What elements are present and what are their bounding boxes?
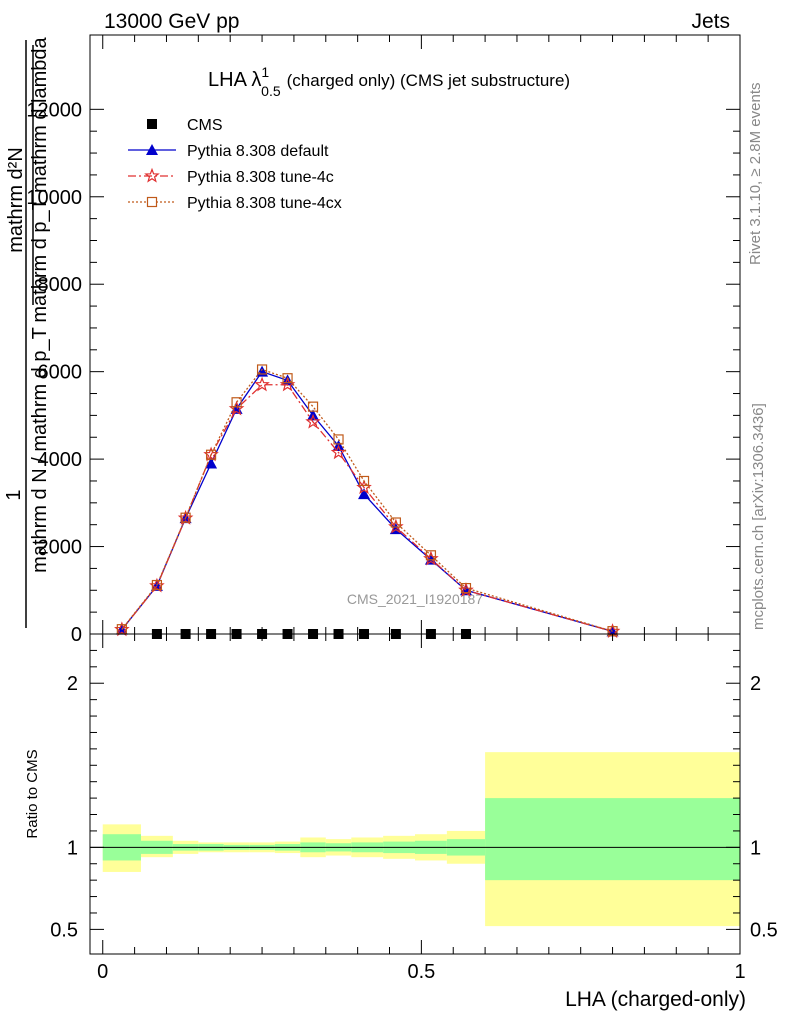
- data-point-default: [205, 457, 218, 469]
- rivet-label: Rivet 3.1.10, ≥ 2.8M events: [747, 83, 764, 266]
- y-axis-label: 1 mathrm d²N mathrm d p_T mathrm d lambd…: [3, 36, 51, 628]
- ratio-panel: 0.5 0.51 12 2 0 0.5 1 Ratio to CMS LHA (charg…: [24, 633, 778, 1011]
- data-point-tune4c: [254, 376, 270, 392]
- ylabel-mid: mathrm d p_T mathrm d lambda: [29, 36, 51, 322]
- legend-label-tune4c: Pythia 8.308 tune-4c: [187, 169, 334, 186]
- title-sub: 0.5: [261, 83, 281, 99]
- ratio-y-tick-label-right: 0.5: [750, 919, 778, 941]
- y-tick-label: 2000: [38, 537, 83, 559]
- x-tick-label: 0.5: [407, 961, 435, 983]
- data-point-tune4cx: [256, 364, 268, 375]
- header-left: 13000 GeV pp: [104, 10, 239, 33]
- ratio-frame: [89, 633, 741, 955]
- data-point-tune4cx: [425, 550, 437, 561]
- title-rest: (charged only) (CMS jet substructure): [287, 71, 570, 90]
- data-point-tune4cx: [180, 512, 191, 523]
- ratio-y-tick-label: 0.5: [50, 919, 78, 941]
- legend-label-cms: CMS: [187, 117, 223, 134]
- y-tick-label: 8000: [38, 274, 83, 296]
- legend-marker-tune4cx: [146, 196, 158, 208]
- legend-marker-cms: [147, 119, 157, 129]
- mcplots-label: mcplots.cern.ch [arXiv:1306.3436]: [750, 403, 767, 630]
- data-point-tune4c: [305, 413, 321, 429]
- ratio-y-tick-label: 2: [67, 673, 78, 695]
- title-sup: 1: [261, 64, 269, 80]
- series-line: [121, 368, 613, 632]
- watermark: CMS_2021_I1920187: [347, 591, 483, 607]
- header-right: Jets: [691, 10, 730, 33]
- data-point-tune4cx: [231, 397, 242, 408]
- legend: CMS Pythia 8.308 default Pythia 8.308 tu…: [128, 117, 342, 212]
- ylabel-top: mathrm d²N: [5, 147, 27, 253]
- data-point-tune4cx: [151, 579, 163, 591]
- data-point-tune4cx: [390, 517, 401, 528]
- ylabel-bottom: mathrm d N / mathrm d p_T: [29, 327, 51, 573]
- ylabel-one: 1: [3, 489, 25, 500]
- title-main: LHA λ: [208, 69, 261, 91]
- y-tick-label: 0: [71, 624, 82, 646]
- data-point-tune4cx: [358, 475, 370, 487]
- chart-title: LHA λ1 0.5 (charged only) (CMS jet substru…: [208, 64, 570, 99]
- ratio-y-tick-label: 1: [67, 837, 78, 859]
- main-panel: 0 2000 4000 6000 8000 10000 12000 CMS_2021_I19…: [3, 34, 741, 646]
- x-tick-label: 0: [97, 961, 108, 983]
- legend-marker-tune4c: [144, 167, 160, 183]
- data-point-tune4cx: [333, 434, 344, 445]
- data-point-tune4cx: [282, 373, 293, 384]
- ratio-y-tick-label-right: 2: [750, 673, 761, 695]
- data-point-tune4cx: [205, 449, 217, 460]
- series-3: [116, 364, 618, 637]
- y-tick-label: 12000: [26, 99, 82, 121]
- ratio-ylabel: Ratio to CMS: [24, 749, 41, 838]
- x-axis-label: LHA (charged-only): [565, 988, 746, 1011]
- y-tick-label: 6000: [38, 362, 83, 384]
- data-point-tune4cx: [307, 401, 319, 412]
- data-point-default: [358, 488, 371, 500]
- y-tick-label: 4000: [38, 449, 83, 471]
- legend-label-default: Pythia 8.308 default: [187, 143, 329, 160]
- data-point-tune4cx: [460, 582, 472, 594]
- data-point-tune4c: [330, 444, 347, 460]
- main-y-ticks: 0 2000 4000 6000 8000 10000 12000: [26, 99, 740, 646]
- series-line: [121, 384, 613, 633]
- ratio-x-ticks: 0 0.5 1: [97, 634, 746, 983]
- x-tick-label: 1: [734, 961, 745, 983]
- ratio-bands: [102, 752, 740, 927]
- legend-label-tune4cx: Pythia 8.308 tune-4cx: [187, 195, 342, 212]
- y-tick-label: 10000: [26, 187, 82, 209]
- ratio-y-tick-label-right: 1: [750, 837, 761, 859]
- ratio-y-ticks: 0.5 0.5 1 1 2 2: [50, 649, 778, 941]
- legend-marker-default: [146, 144, 158, 155]
- ratio-band-inner: [485, 798, 740, 881]
